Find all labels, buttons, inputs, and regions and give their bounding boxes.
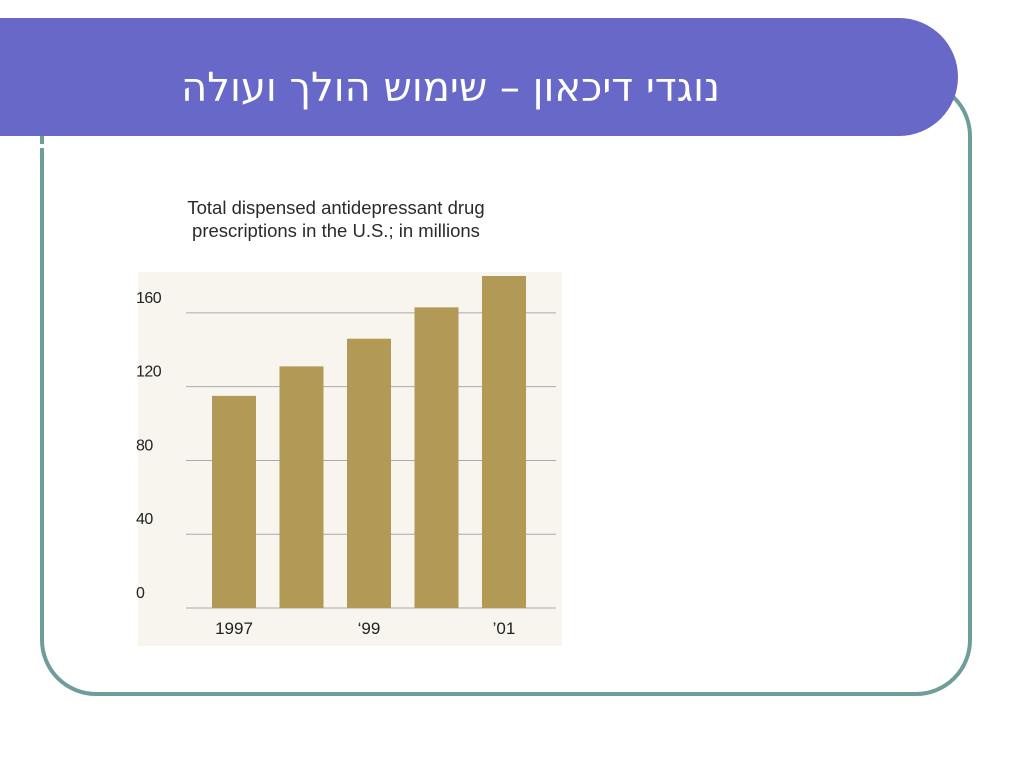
title-underline (0, 144, 906, 148)
chart-plot: 0 40 80 120 160 1997 ‘99 ’01 (136, 272, 562, 646)
x-tick-label: ‘99 (358, 619, 381, 638)
bar (482, 276, 526, 608)
bar-chart: Total dispensed antidepressant drug pres… (136, 190, 564, 650)
y-tick-label: 160 (136, 290, 162, 307)
x-tick-label: ’01 (493, 619, 516, 638)
chart-title-line-1: Total dispensed antidepressant drug (187, 197, 485, 218)
chart-title-line-2: prescriptions in the U.S.; in millions (192, 220, 480, 241)
y-tick-label: 40 (136, 511, 153, 528)
bar (279, 366, 324, 608)
title-bar: נוגדי דיכאון – שימוש הולך ועולה (0, 18, 958, 148)
y-tick-label: 120 (136, 364, 162, 381)
x-tick-label: 1997 (215, 619, 253, 638)
slide-title: נוגדי דיכאון – שימוש הולך ועולה (181, 65, 720, 111)
y-tick-label: 80 (136, 437, 153, 454)
y-tick-label: 0 (136, 585, 145, 602)
bar (347, 338, 391, 608)
bar (212, 395, 256, 608)
bar (414, 307, 459, 608)
chart-title: Total dispensed antidepressant drug pres… (136, 196, 536, 242)
